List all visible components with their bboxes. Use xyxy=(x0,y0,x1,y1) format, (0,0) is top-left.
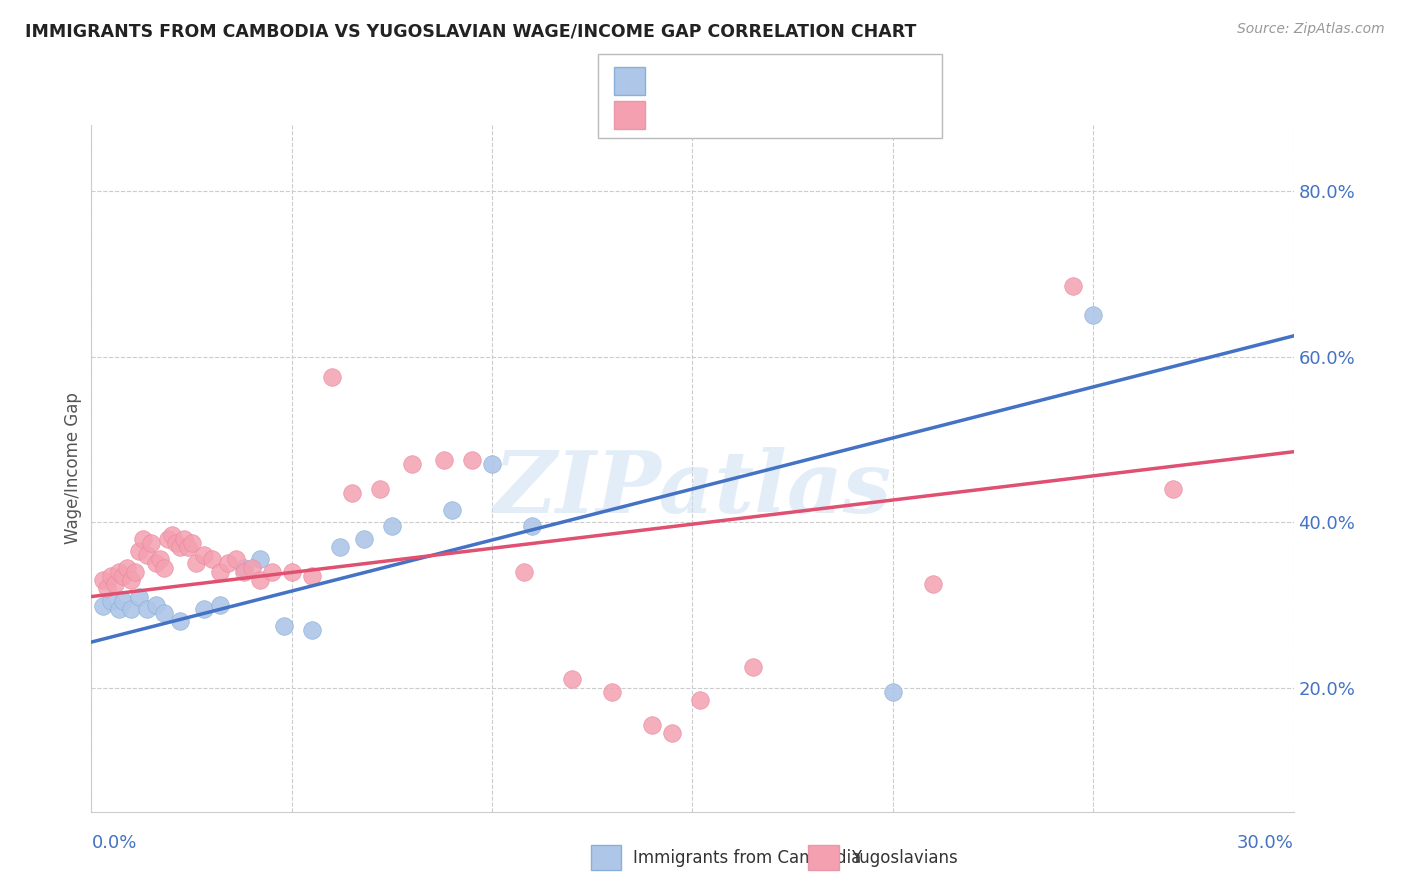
Point xyxy=(340,486,363,500)
Point xyxy=(121,573,143,587)
Point xyxy=(152,560,174,574)
Point xyxy=(321,370,343,384)
Point xyxy=(160,527,183,541)
Point xyxy=(108,565,131,579)
Point xyxy=(156,532,179,546)
Point xyxy=(193,548,215,562)
Point xyxy=(176,540,198,554)
Point xyxy=(301,623,323,637)
Point xyxy=(641,718,664,732)
Point xyxy=(93,573,115,587)
Point xyxy=(922,577,945,591)
Point xyxy=(208,598,231,612)
Text: Source: ZipAtlas.com: Source: ZipAtlas.com xyxy=(1237,22,1385,37)
Point xyxy=(249,573,271,587)
Point xyxy=(141,535,163,549)
Point xyxy=(165,535,187,549)
Point xyxy=(240,560,263,574)
Text: Yugoslavians: Yugoslavians xyxy=(851,848,957,867)
Text: N = 51: N = 51 xyxy=(765,106,828,124)
Point xyxy=(353,532,375,546)
Point xyxy=(281,565,304,579)
Text: R = 0.338: R = 0.338 xyxy=(659,106,749,124)
Point xyxy=(100,569,122,583)
Point xyxy=(249,552,271,566)
Point xyxy=(201,552,224,566)
Text: N = 24: N = 24 xyxy=(765,72,828,90)
Point xyxy=(661,726,683,740)
Point xyxy=(882,684,904,698)
Text: R = 0.546: R = 0.546 xyxy=(659,72,749,90)
Point xyxy=(481,457,503,471)
Text: IMMIGRANTS FROM CAMBODIA VS YUGOSLAVIAN WAGE/INCOME GAP CORRELATION CHART: IMMIGRANTS FROM CAMBODIA VS YUGOSLAVIAN … xyxy=(25,22,917,40)
Point xyxy=(1163,482,1185,496)
Point xyxy=(1083,308,1105,322)
Point xyxy=(217,557,239,571)
Point xyxy=(184,557,207,571)
Point xyxy=(273,618,295,632)
Point xyxy=(132,532,155,546)
Point xyxy=(152,606,174,620)
Point xyxy=(169,540,191,554)
Point xyxy=(136,602,159,616)
Point xyxy=(561,673,583,687)
Point xyxy=(522,519,544,533)
Point xyxy=(232,565,254,579)
Point xyxy=(433,453,456,467)
Point xyxy=(148,552,170,566)
Point xyxy=(128,544,150,558)
Point xyxy=(112,569,135,583)
Point xyxy=(602,684,624,698)
Point xyxy=(461,453,484,467)
Point xyxy=(689,693,711,707)
Point xyxy=(440,502,463,516)
Point xyxy=(169,615,191,629)
Text: 0.0%: 0.0% xyxy=(91,834,136,852)
Point xyxy=(173,532,195,546)
Point xyxy=(121,602,143,616)
Point xyxy=(301,569,323,583)
Text: ZIPatlas: ZIPatlas xyxy=(494,447,891,531)
Point xyxy=(136,548,159,562)
Point xyxy=(100,593,122,607)
Point xyxy=(513,565,536,579)
Point xyxy=(208,565,231,579)
Point xyxy=(108,602,131,616)
Point xyxy=(1062,279,1084,293)
Point xyxy=(232,560,254,574)
Point xyxy=(193,602,215,616)
Point xyxy=(112,593,135,607)
Point xyxy=(381,519,404,533)
Point xyxy=(145,557,167,571)
Point xyxy=(117,560,139,574)
Point xyxy=(180,535,202,549)
Point xyxy=(329,540,352,554)
Point xyxy=(93,599,115,614)
Text: Immigrants from Cambodia: Immigrants from Cambodia xyxy=(633,848,860,867)
Text: 30.0%: 30.0% xyxy=(1237,834,1294,852)
Point xyxy=(104,577,127,591)
Point xyxy=(401,457,423,471)
Point xyxy=(260,565,283,579)
Point xyxy=(145,598,167,612)
Point xyxy=(368,482,391,496)
Point xyxy=(96,582,118,596)
Point xyxy=(128,590,150,604)
Point xyxy=(124,565,146,579)
Point xyxy=(741,660,763,674)
Y-axis label: Wage/Income Gap: Wage/Income Gap xyxy=(63,392,82,544)
Point xyxy=(225,552,247,566)
